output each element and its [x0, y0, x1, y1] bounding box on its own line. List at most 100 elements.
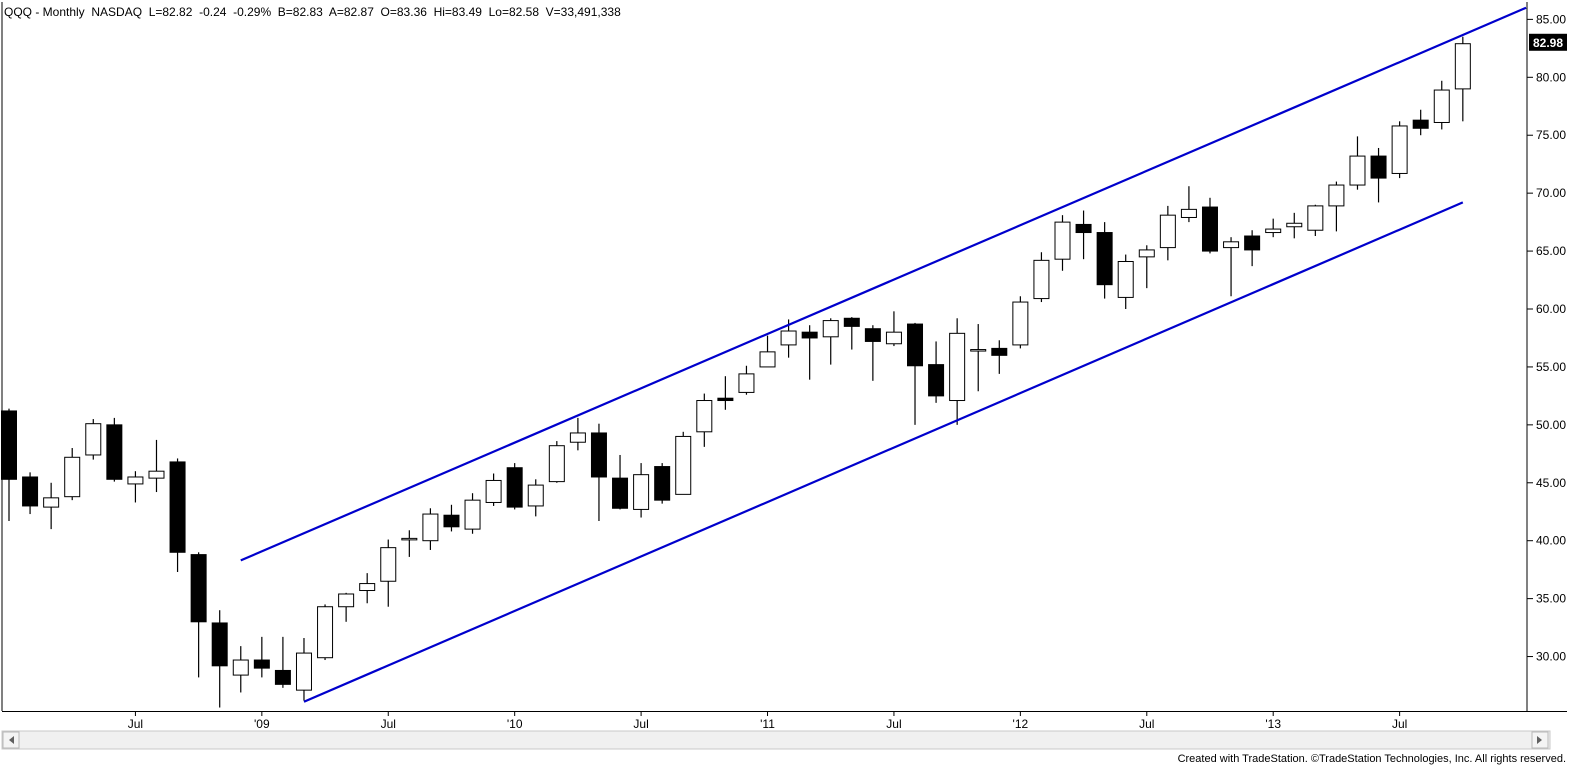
candle-body-down — [612, 477, 629, 509]
chevron-left-icon — [9, 736, 14, 744]
candle-2012-10 — [1201, 197, 1218, 254]
last-price-marker: 82.98 — [1529, 33, 1567, 51]
candle-body-up — [127, 476, 144, 485]
candle-2009-01 — [253, 636, 270, 678]
last-price-box — [1529, 33, 1567, 51]
candle-2011-03 — [801, 325, 818, 380]
candle-body-down — [190, 554, 207, 623]
candle-2010-08 — [654, 463, 671, 504]
y-tick-label: 55.00 — [1536, 360, 1566, 374]
candle-body-up — [1454, 43, 1471, 90]
candle-body-down — [443, 514, 460, 528]
candle-2008-06 — [106, 417, 123, 482]
x-tick-label: Jul — [633, 717, 648, 731]
candle-2009-06 — [359, 573, 376, 604]
candle-body-down — [928, 364, 945, 397]
candle-2010-09 — [675, 431, 692, 495]
candle-2008-04 — [64, 448, 81, 501]
candle-body-up — [1159, 214, 1176, 249]
candle-body-down — [1201, 206, 1218, 252]
candle-2009-07 — [380, 539, 397, 607]
candle-body-up — [1307, 205, 1324, 231]
trendline-lower-channel[interactable] — [303, 201, 1464, 703]
candle-body-up — [317, 606, 334, 659]
candle-body-up — [1012, 301, 1029, 346]
candle-2011-04 — [822, 318, 839, 365]
candle-2011-05 — [843, 317, 860, 350]
candle-2010-06 — [612, 454, 629, 510]
x-tick-label: '11 — [760, 717, 775, 731]
candle-2008-08 — [148, 439, 165, 493]
candle-2011-01 — [759, 335, 776, 368]
candle-2009-11 — [464, 493, 481, 534]
candle-2012-01 — [1012, 296, 1029, 349]
candle-body-up — [295, 652, 312, 691]
candle-2013-01 — [1265, 218, 1282, 238]
candle-2008-03 — [43, 482, 60, 530]
candle-body-up — [359, 583, 376, 592]
candle-body-up — [885, 331, 902, 345]
candle-2008-05 — [85, 419, 102, 460]
candle-body-down — [1096, 232, 1113, 286]
candle-2008-01 — [1, 408, 17, 522]
x-tick-label: '10 — [507, 717, 523, 731]
candle-body-up — [85, 423, 102, 456]
candle-body-up — [822, 320, 839, 338]
candle-2010-05 — [590, 423, 607, 522]
candle-2012-02 — [1033, 252, 1050, 303]
candle-body-up — [738, 373, 755, 393]
candle-2012-08 — [1159, 205, 1176, 261]
trendline-upper-channel[interactable] — [240, 6, 1527, 562]
candle-body-down — [506, 467, 523, 508]
candle-2012-05 — [1096, 222, 1113, 299]
candle-body-down — [654, 466, 671, 501]
candle-body-down — [169, 461, 186, 553]
x-tick-label: Jul — [381, 717, 396, 731]
candle-2013-08 — [1412, 109, 1429, 136]
horizontal-scrollbar[interactable] — [1, 730, 1551, 750]
x-tick-label: '09 — [254, 717, 270, 731]
candle-body-up — [1180, 208, 1197, 218]
candle-2013-09 — [1433, 80, 1450, 130]
candle-body-up — [949, 332, 966, 402]
candle-2012-03 — [1054, 215, 1071, 271]
candle-2011-12 — [991, 340, 1008, 374]
candle-2009-10 — [443, 504, 460, 532]
candle-2011-07 — [885, 311, 902, 347]
candle-body-up — [1349, 155, 1366, 186]
candle-body-up — [422, 513, 439, 542]
candle-body-up — [569, 432, 586, 443]
chart-header: QQQ - Monthly NASDAQ L=82.82 -0.24 -0.29… — [4, 5, 621, 19]
candle-body-up — [401, 537, 418, 541]
candle-body-down — [864, 328, 881, 342]
candle-body-up — [1265, 228, 1282, 234]
candle-body-down — [590, 432, 607, 478]
candle-2010-04 — [569, 417, 586, 451]
candle-body-up — [548, 445, 565, 483]
chevron-right-icon — [1537, 736, 1542, 744]
candle-body-down — [991, 347, 1008, 356]
candle-body-up — [232, 659, 249, 676]
y-tick-label: 45.00 — [1536, 476, 1566, 490]
candle-2010-10 — [696, 393, 713, 447]
candle-2011-10 — [949, 318, 966, 425]
candle-2010-07 — [633, 463, 650, 518]
trendlines[interactable] — [240, 6, 1527, 703]
candle-2013-05 — [1349, 136, 1366, 190]
candle-2013-10 — [1454, 36, 1471, 122]
candle-body-up — [1117, 261, 1134, 298]
candle-body-up — [464, 499, 481, 530]
candle-body-up — [43, 497, 60, 508]
candle-2011-09 — [928, 341, 945, 403]
candle-2013-07 — [1391, 121, 1408, 179]
candle-2012-12 — [1244, 230, 1261, 267]
candle-body-down — [1244, 235, 1261, 251]
candle-2011-11 — [970, 324, 987, 392]
y-tick-label: 65.00 — [1536, 244, 1566, 258]
x-tick-label: '12 — [1013, 717, 1029, 731]
candle-body-up — [485, 479, 502, 503]
candle-2013-02 — [1286, 212, 1303, 239]
candle-body-up — [1433, 89, 1450, 123]
candle-body-up — [633, 474, 650, 510]
